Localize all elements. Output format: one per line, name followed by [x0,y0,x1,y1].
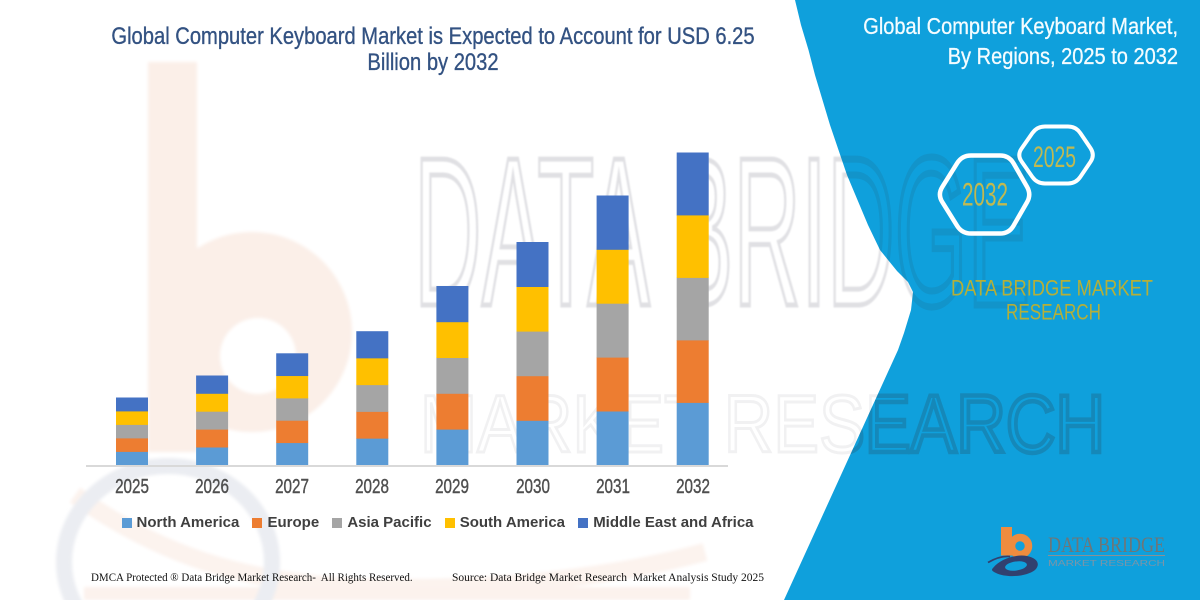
svg-text:MARKET RESEARCH: MARKET RESEARCH [1048,558,1165,568]
svg-text:RESEARCH: RESEARCH [1006,300,1101,325]
svg-text:2025: 2025 [1033,141,1076,174]
svg-text:2032: 2032 [962,177,1008,213]
svg-text:DATA BRIDGE: DATA BRIDGE [1048,532,1165,557]
svg-text:DATA BRIDGE MARKET: DATA BRIDGE MARKET [951,276,1153,301]
